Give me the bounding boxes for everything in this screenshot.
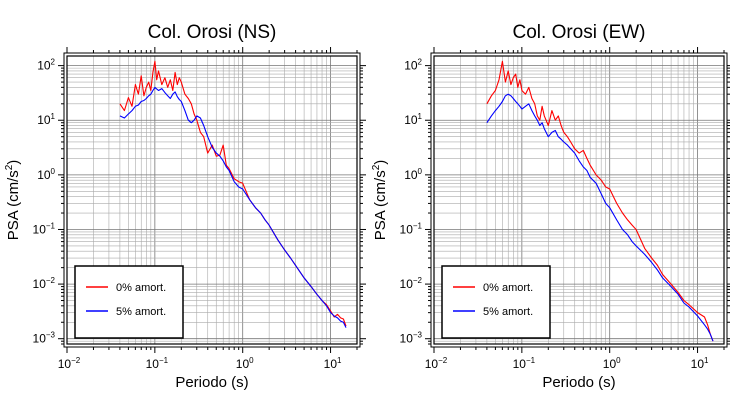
plot-frame-outer [430, 52, 728, 348]
x-tick-label: 101 [324, 356, 342, 371]
y-tick-label: 102 [37, 58, 55, 73]
y-tick-label: 10−2 [400, 276, 423, 291]
chart-title: Col. Orosi (NS) [148, 22, 277, 43]
y-tick-label: 10−1 [33, 221, 56, 236]
chart-title: Col. Orosi (EW) [513, 22, 646, 43]
legend-label: 5% amort. [116, 306, 166, 318]
x-tick-label: 10−2 [425, 356, 448, 371]
legend-box [74, 265, 184, 339]
x-tick-label: 10−2 [58, 356, 81, 371]
x-tick-label: 101 [691, 356, 709, 371]
plot-frame-inner [66, 55, 358, 345]
axis-ticks [58, 47, 366, 353]
y-tick-label: 10−1 [400, 221, 423, 236]
plot-frame-outer [63, 52, 361, 348]
y-axis-label: PSA (cm/s2) [4, 160, 22, 241]
legend-label: 0% amort. [116, 282, 166, 294]
y-tick-label: 100 [404, 167, 422, 182]
x-tick-label: 100 [236, 356, 254, 371]
y-tick-label: 10−3 [400, 331, 423, 346]
y-tick-label: 100 [37, 167, 55, 182]
x-axis-label: Periodo (s) [542, 374, 615, 391]
legend: 0% amort. 5% amort. [441, 265, 551, 339]
legend-label: 0% amort. [483, 282, 533, 294]
series-line-amort-0 [486, 60, 714, 342]
y-tick-label: 101 [37, 112, 55, 127]
y-tick-label: 10−2 [33, 276, 56, 291]
series-line-amort-5 [486, 93, 714, 342]
y-axis-label: PSA (cm/s2) [371, 160, 389, 241]
plot-frame-inner [433, 55, 725, 345]
x-tick-label: 10−1 [146, 356, 169, 371]
y-tick-label: 101 [404, 112, 422, 127]
series-line-amort-5 [119, 86, 347, 328]
y-tick-label: 10−3 [33, 331, 56, 346]
y-tick-label: 102 [404, 58, 422, 73]
chart-panel-1: 10−2 10−1 100 10110210110010−110−210−3Col. … [371, 22, 730, 391]
legend-label: 5% amort. [483, 306, 533, 318]
x-axis-label: Periodo (s) [175, 374, 248, 391]
grid-lines [66, 56, 358, 345]
chart-panel-0: 10−2 10−1 100 10110210110010−110−210−3Col. … [4, 22, 366, 391]
x-tick-label: 10−1 [513, 356, 536, 371]
x-tick-label: 100 [603, 356, 621, 371]
legend-box [441, 265, 551, 339]
legend: 0% amort. 5% amort. [74, 265, 184, 339]
